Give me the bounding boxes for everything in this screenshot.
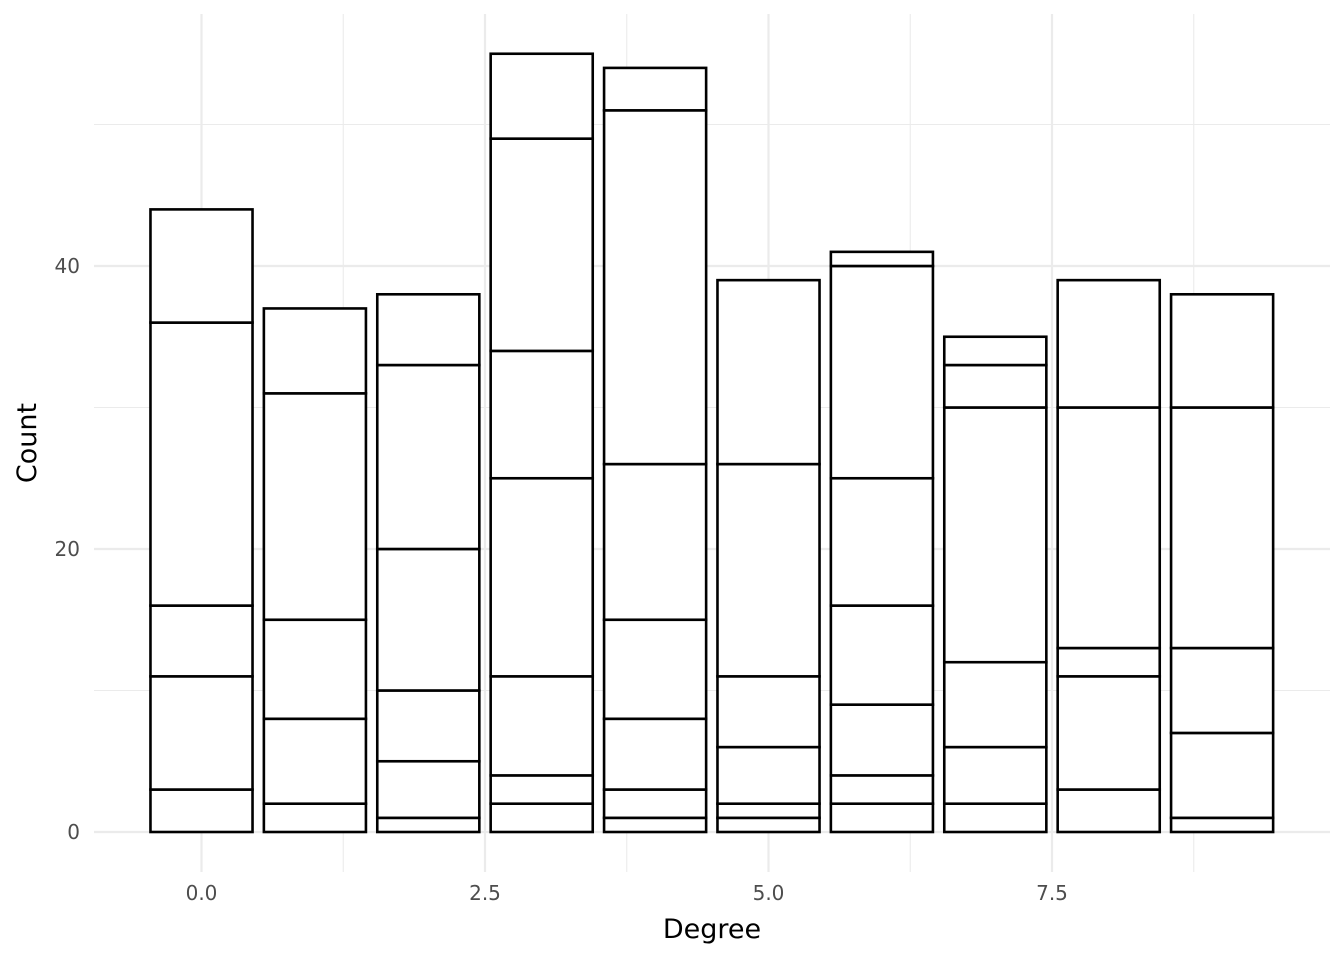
bar-segment: [942, 406, 1048, 664]
bar-segment: [1056, 406, 1162, 650]
bar-segment: [602, 788, 708, 820]
bar-segment: [602, 109, 708, 466]
bar-segment: [942, 660, 1048, 749]
bar-segment: [375, 363, 481, 551]
bar-segment: [262, 618, 368, 721]
bar-stack: [149, 208, 254, 834]
bar-stack: [1169, 292, 1275, 834]
bar-segment: [375, 816, 481, 834]
bar-segment: [602, 462, 708, 622]
bar-segment: [829, 476, 935, 607]
bar-segment: [716, 675, 821, 749]
bar-segment: [149, 604, 254, 678]
x-tick-label: 0.0: [186, 881, 218, 905]
x-axis-ticks: 0.0 2.5 5.0 7.5: [186, 881, 1068, 905]
bar-segment: [149, 208, 254, 324]
bar-stack: [829, 250, 935, 834]
bar-stack: [489, 52, 595, 834]
bar-segment: [262, 802, 368, 834]
bar-segment: [1169, 731, 1275, 820]
bar-segment: [716, 802, 821, 820]
y-tick-label: 20: [55, 537, 80, 561]
bar-segment: [829, 774, 935, 806]
y-axis-ticks: 0 20 40: [55, 254, 80, 844]
bar-segment: [1169, 406, 1275, 650]
bar-segment: [375, 689, 481, 763]
bar-segment: [829, 250, 935, 268]
x-tick-label: 5.0: [753, 881, 785, 905]
bar-segment: [489, 802, 595, 834]
bar-segment: [149, 675, 254, 791]
bar-stack: [602, 66, 708, 834]
bar-segment: [716, 745, 821, 805]
y-axis-title: Count: [12, 403, 43, 483]
y-tick-label: 40: [55, 254, 80, 278]
bar-segment: [489, 349, 595, 480]
bar-segment: [829, 604, 935, 706]
x-axis-title: Degree: [663, 914, 761, 945]
bar-segment: [375, 759, 481, 820]
bar-segment: [942, 363, 1048, 409]
x-tick-label: 7.5: [1036, 881, 1068, 905]
bar-segment: [716, 462, 821, 678]
bar-stack: [262, 307, 368, 834]
bar-segment: [1169, 292, 1275, 409]
bar-segment: [262, 307, 368, 395]
bar-segment: [375, 292, 481, 367]
bar-segment: [942, 802, 1048, 834]
bar-segment: [1169, 646, 1275, 735]
bar-segment: [1056, 646, 1162, 678]
bar-segment: [149, 788, 254, 834]
bar-segment: [1169, 816, 1275, 834]
bar-segment: [716, 278, 821, 466]
x-tick-label: 2.5: [469, 881, 501, 905]
bar-segment: [716, 816, 821, 834]
y-tick-label: 0: [67, 820, 80, 844]
bar-segment: [602, 66, 708, 112]
bar-segment: [489, 52, 595, 140]
bar-segment: [1056, 788, 1162, 834]
bar-segment: [489, 476, 595, 678]
bar-segment: [489, 675, 595, 777]
bar-segment: [262, 392, 368, 622]
bar-segment: [1056, 278, 1162, 409]
bar-segment: [942, 745, 1048, 805]
bar-stack: [1056, 278, 1162, 834]
bar-segment: [942, 335, 1048, 367]
bar-stack: [942, 335, 1048, 834]
bars: [149, 52, 1275, 834]
bar-segment: [829, 703, 935, 777]
bar-segment: [1056, 675, 1162, 791]
bar-segment: [489, 137, 595, 353]
bar-segment: [489, 774, 595, 806]
bar-stack: [716, 278, 821, 834]
bar-segment: [602, 618, 708, 721]
bar-segment: [602, 717, 708, 791]
bar-segment: [262, 717, 368, 805]
bar-segment: [829, 264, 935, 480]
bar-segment: [829, 802, 935, 834]
bar-segment: [375, 547, 481, 692]
bar-stack: [375, 292, 481, 834]
bar-segment: [149, 321, 254, 607]
bar-segment: [602, 816, 708, 834]
